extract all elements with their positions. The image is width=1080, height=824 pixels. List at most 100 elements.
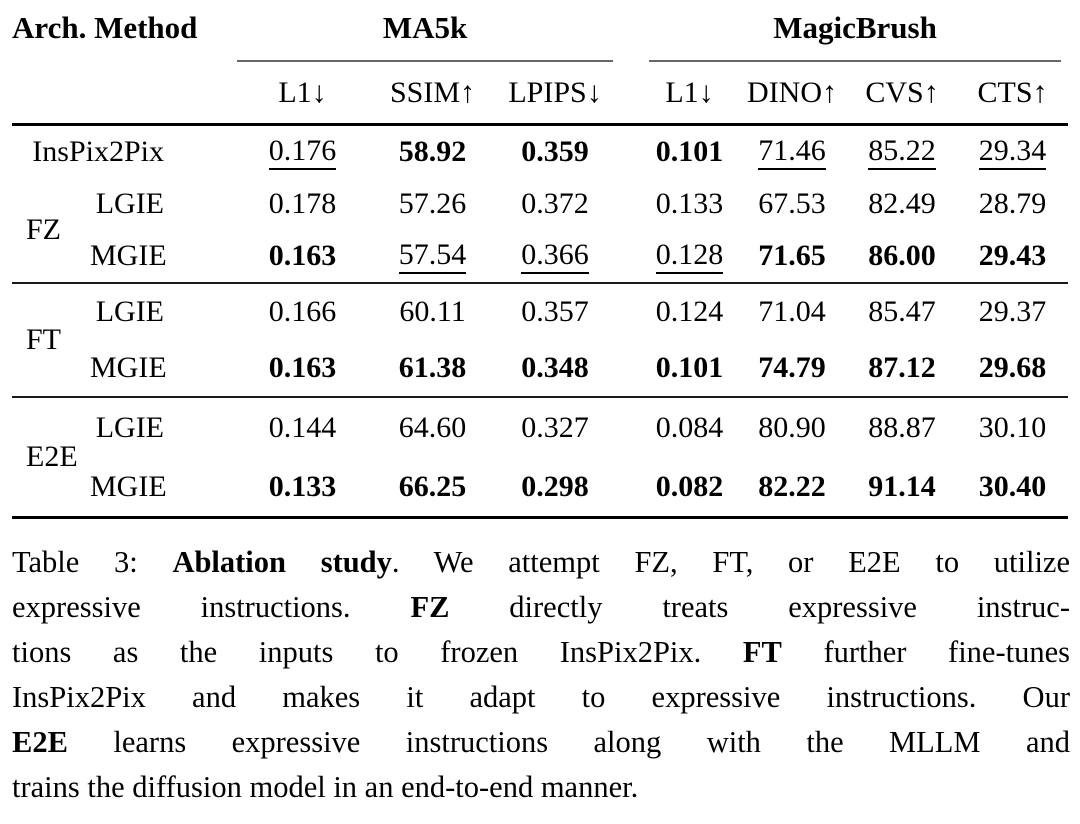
metric-header: SSIM↑ bbox=[375, 62, 491, 126]
metric-cell: 0.101 bbox=[655, 135, 724, 168]
table-row: InsPix2Pix 0.176 58.92 0.359 0.101 71.46 85.22… bbox=[12, 125, 1068, 179]
caption-line: Table 3: Ablation study. We attempt FZ, … bbox=[12, 540, 1070, 585]
metric-cell: 28.79 bbox=[978, 187, 1047, 220]
metric-header: L1↓ bbox=[230, 62, 376, 126]
metric-cell: 0.327 bbox=[490, 396, 621, 457]
gap-cell bbox=[620, 62, 643, 126]
metric-cell: 30.40 bbox=[978, 469, 1047, 503]
caption-line: trains the diffusion model in an end-to-… bbox=[12, 765, 1070, 810]
table-body: InsPix2Pix 0.176 58.92 0.359 0.101 71.46 85.22… bbox=[12, 125, 1069, 518]
metric-cell: 86.00 bbox=[868, 239, 936, 272]
metric-cell: 82.22 bbox=[758, 469, 826, 503]
metric-cell: 0.163 bbox=[268, 239, 337, 272]
metric-cell: 0.163 bbox=[268, 351, 337, 384]
caption-line: tions as the inputs to frozen InsPix2Pix… bbox=[12, 630, 1070, 675]
metric-cell: 29.43 bbox=[978, 239, 1047, 272]
metric-cell: 0.144 bbox=[230, 396, 376, 457]
metric-cell: 0.298 bbox=[521, 469, 589, 503]
table-row: MGIE 0.163 61.38 0.348 0.101 74.79 87.12 29.68 bbox=[12, 340, 1068, 397]
metric-cell: 57.54 bbox=[375, 230, 490, 283]
metric-cell: 0.082 bbox=[655, 469, 724, 503]
metric-cell: 0.366 bbox=[490, 230, 620, 283]
caption-text: further fine-tunes bbox=[781, 635, 1070, 669]
metric-header: LPIPS↓ bbox=[490, 62, 621, 126]
caption-text: Ablation study bbox=[172, 545, 392, 579]
metric-cell: 88.87 bbox=[847, 396, 958, 457]
arch-cell: FT bbox=[12, 282, 90, 397]
metric-cell: 29.34 bbox=[957, 125, 1068, 179]
metric-cell: 58.92 bbox=[398, 135, 467, 168]
caption-text: learns expressive instructions along wit… bbox=[67, 725, 1070, 759]
caption-text: expressive instructions. bbox=[12, 590, 411, 624]
metric-cell: 64.60 bbox=[375, 396, 491, 457]
metric-cell: 0.133 bbox=[268, 469, 337, 503]
metric-cell: 61.38 bbox=[398, 351, 467, 384]
table-caption: Table 3: Ablation study. We attempt FZ, … bbox=[12, 540, 1070, 810]
table-row: MGIE 0.133 66.25 0.298 0.082 82.22 91.14 30.40 bbox=[12, 457, 1068, 518]
metric-cell: 66.25 bbox=[398, 469, 467, 503]
metric-header: CVS↑ bbox=[847, 62, 958, 126]
subheader-lead bbox=[12, 62, 231, 126]
gap-cell bbox=[620, 282, 643, 340]
group-header-magicbrush: MagicBrush bbox=[642, 8, 1068, 62]
caption-text: directly treats expressive instruc- bbox=[449, 590, 1071, 624]
caption-text: FZ bbox=[410, 590, 450, 624]
metric-cell: 0.101 bbox=[655, 351, 724, 384]
metric-cell: 0.128 bbox=[642, 230, 737, 283]
caption-text: InsPix2Pix and makes it adapt to express… bbox=[12, 680, 1070, 714]
metric-cell: 0.133 bbox=[655, 187, 724, 220]
caption-text: FT bbox=[742, 635, 782, 669]
metric-cell: 0.178 bbox=[268, 187, 337, 220]
subheader-row: L1↓ SSIM↑ LPIPS↓ L1↓ DINO↑ CVS↑ CTS↑ bbox=[12, 62, 1069, 126]
metric-header: DINO↑ bbox=[737, 62, 848, 126]
metric-cell: 0.359 bbox=[521, 135, 589, 168]
caption-line: E2E learns expressive instructions along… bbox=[12, 720, 1070, 765]
group-header-ma5k: MA5k bbox=[230, 8, 620, 62]
metric-header: CTS↑ bbox=[957, 62, 1069, 126]
caption-text: tions as the inputs to frozen InsPix2Pix… bbox=[12, 635, 743, 669]
method-cell: LGIE bbox=[90, 282, 231, 340]
arch-cell: E2E bbox=[12, 396, 90, 518]
metric-cell: 74.79 bbox=[758, 351, 826, 384]
metric-cell: 57.26 bbox=[398, 187, 467, 220]
method-cell: MGIE bbox=[90, 351, 167, 384]
ablation-table: Arch. Method MA5k MagicBrush L1↓ SSIM↑ LPI… bbox=[12, 8, 1069, 519]
method-cell: MGIE bbox=[90, 469, 167, 503]
metric-cell: 0.166 bbox=[230, 282, 376, 340]
method-cell: LGIE bbox=[90, 396, 231, 457]
metric-cell: 0.372 bbox=[521, 187, 589, 220]
metric-cell: 80.90 bbox=[737, 396, 848, 457]
metric-cell: 71.04 bbox=[737, 282, 848, 340]
caption-line: expressive instructions. FZ directly tre… bbox=[12, 585, 1070, 630]
arch-cell: FZ bbox=[26, 213, 62, 246]
metric-cell: 0.084 bbox=[642, 396, 738, 457]
group-gap bbox=[620, 8, 642, 62]
method-cell: MGIE bbox=[90, 239, 167, 272]
gap-cell bbox=[620, 457, 642, 518]
gap-cell bbox=[620, 178, 642, 230]
metric-cell: 71.65 bbox=[758, 239, 826, 272]
metric-cell: 29.68 bbox=[978, 351, 1047, 384]
caption-text: . We attempt FZ, FT, or E2E to utilize bbox=[391, 545, 1070, 579]
metric-cell: 67.53 bbox=[758, 187, 826, 220]
metric-cell: 30.10 bbox=[957, 396, 1069, 457]
caption-text: Table 3: bbox=[12, 545, 173, 579]
metric-cell: 91.14 bbox=[868, 469, 936, 503]
method-cell: InsPix2Pix bbox=[32, 135, 165, 168]
metric-cell: 0.176 bbox=[230, 125, 375, 179]
metric-cell: 0.124 bbox=[642, 282, 738, 340]
arch-method-header: Arch. Method bbox=[12, 10, 198, 45]
metric-cell: 87.12 bbox=[868, 351, 936, 384]
metric-cell: 85.22 bbox=[847, 125, 957, 179]
metric-cell: 29.37 bbox=[957, 282, 1069, 340]
method-cell: LGIE bbox=[95, 187, 165, 220]
metric-cell: 85.47 bbox=[847, 282, 958, 340]
table-row: FT LGIE 0.166 60.11 0.357 0.124 71.04 85.47 29.3… bbox=[12, 282, 1069, 397]
table-row: FZ LGIE 0.178 57.26 0.372 0.133 67.53 82.49 28.7… bbox=[12, 178, 1068, 246]
table-head: Arch. Method MA5k MagicBrush L1↓ SSIM↑ LPI… bbox=[12, 8, 1069, 126]
gap-cell bbox=[620, 340, 642, 397]
gap-cell bbox=[620, 230, 642, 283]
table-row: E2E LGIE 0.144 64.60 0.327 0.084 80.90 88.87 30.… bbox=[12, 396, 1069, 518]
metric-cell: 82.49 bbox=[868, 187, 936, 220]
